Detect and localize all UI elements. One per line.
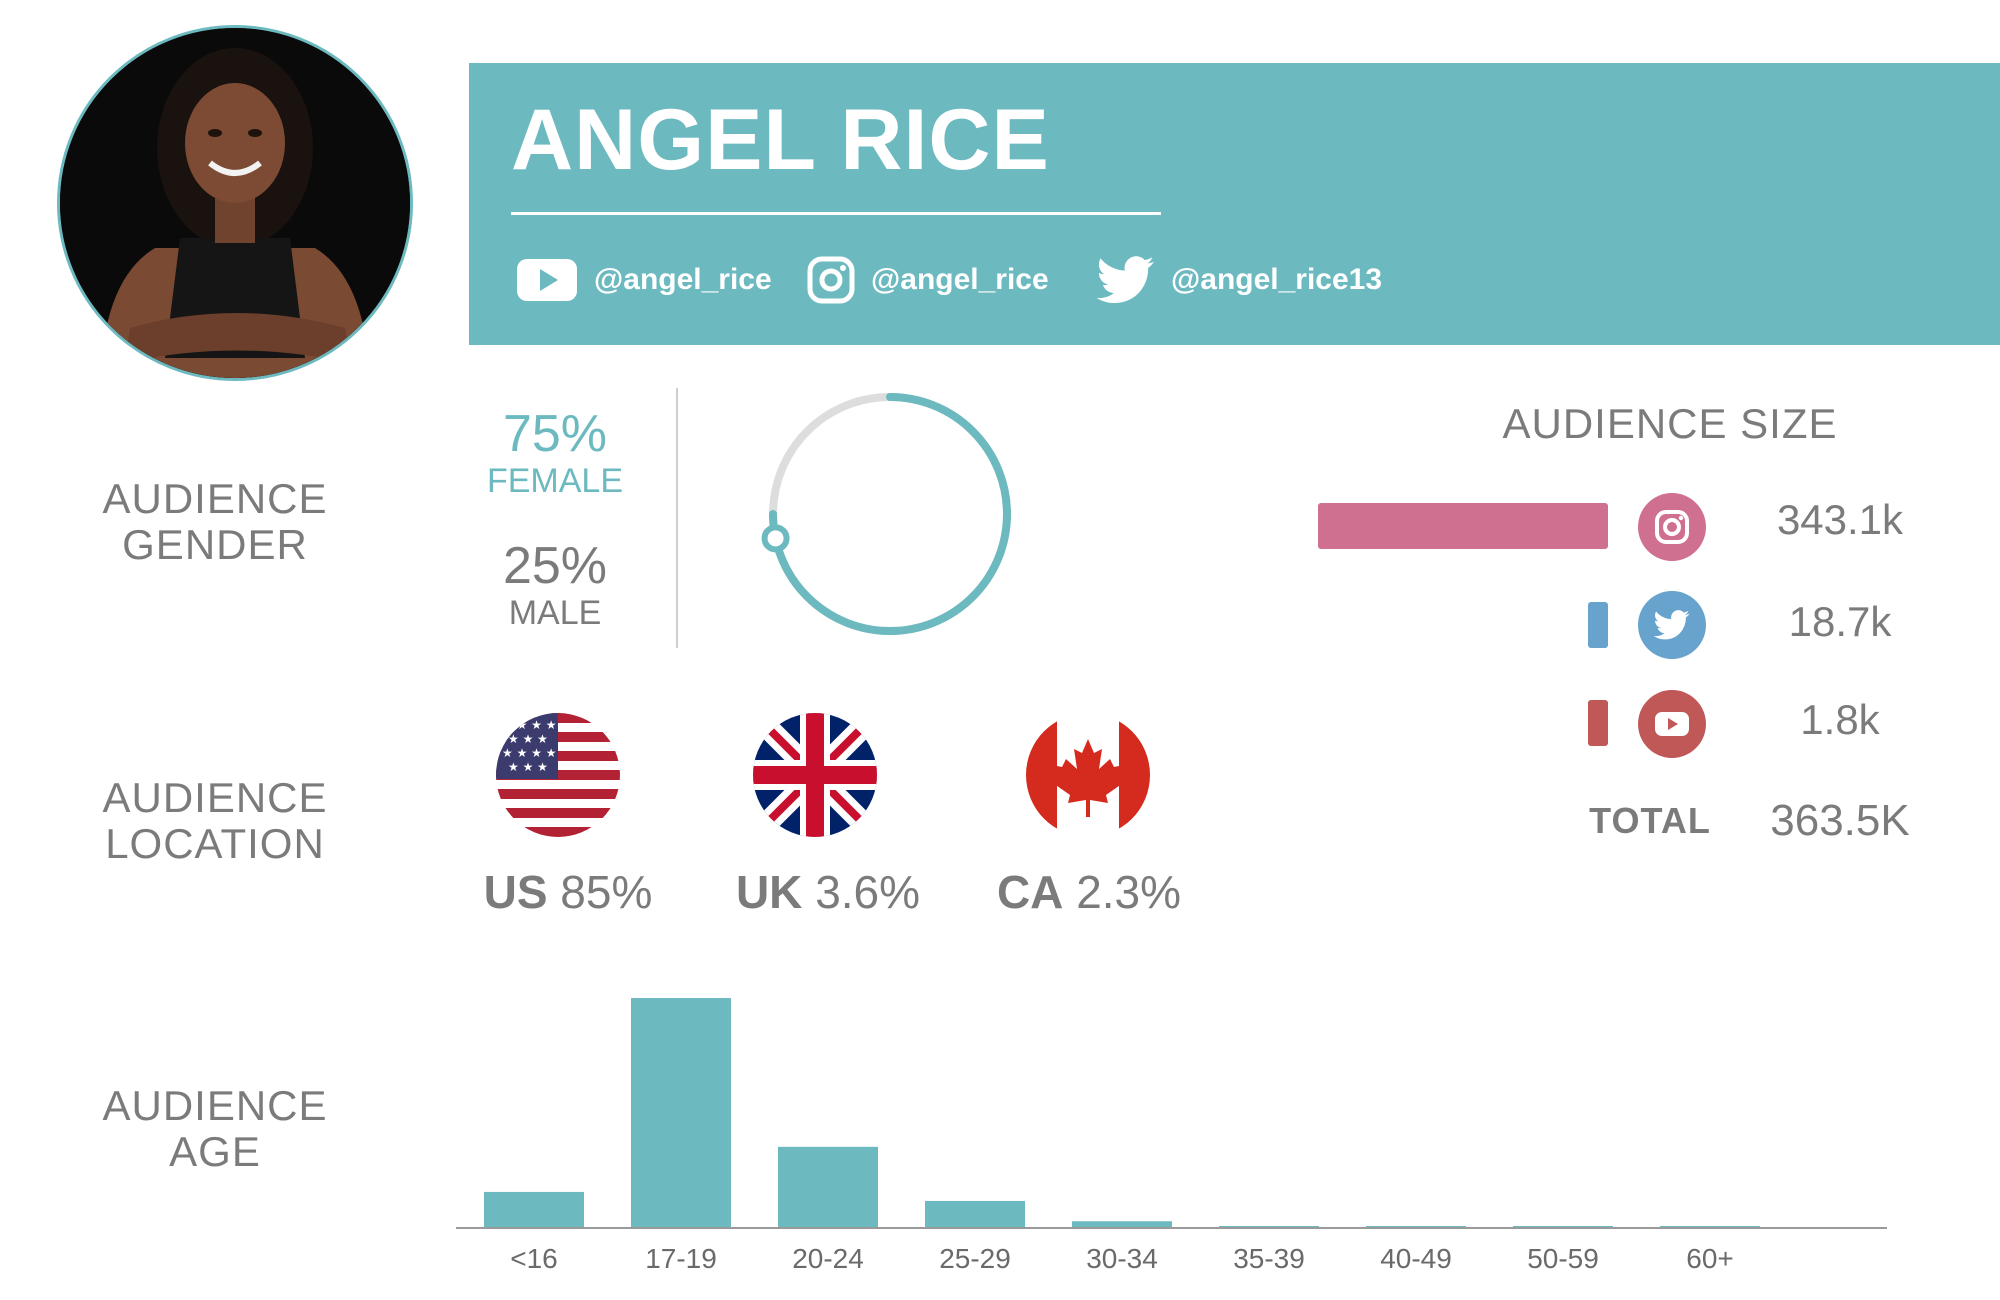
age-tick-label: 20-24 — [792, 1243, 864, 1274]
gender-label-line1: AUDIENCE — [102, 475, 328, 522]
twitter-icon — [1097, 256, 1155, 304]
donut-female-arc — [769, 393, 1011, 635]
gender-label-line2: GENDER — [122, 521, 308, 568]
female-label: FEMALE — [486, 462, 624, 500]
uk-flag-icon — [753, 713, 877, 837]
profile-name: ANGEL RICE — [511, 92, 1050, 188]
gender-donut-chart — [761, 393, 1011, 635]
age-tick-label: 30-34 — [1086, 1243, 1158, 1274]
audience-gender-label: AUDIENCE GENDER — [60, 476, 370, 568]
location-us-pct: 85% — [560, 866, 653, 918]
age-tick-label: 35-39 — [1233, 1243, 1305, 1274]
location-uk-code: UK — [735, 866, 803, 918]
age-label-line2: AGE — [169, 1128, 261, 1175]
instagram-size-bar — [1318, 503, 1608, 549]
age-bar-25-29 — [925, 1200, 1025, 1228]
name-divider — [511, 212, 1161, 215]
svg-text:★ ★ ★: ★ ★ ★ — [508, 732, 548, 746]
handle-youtube[interactable]: @angel_rice — [516, 255, 772, 305]
age-tick-label: 50-59 — [1527, 1243, 1599, 1274]
svg-text:★ ★ ★: ★ ★ ★ — [508, 760, 548, 774]
location-ca: CA 2.3% — [989, 865, 1189, 919]
age-tick-label: 17-19 — [645, 1243, 717, 1274]
instagram-size-value: 343.1k — [1776, 496, 1904, 543]
svg-text:★ ★ ★ ★: ★ ★ ★ ★ — [502, 746, 556, 760]
location-us: US 85% — [468, 865, 668, 919]
youtube-handle-text: @angel_rice — [594, 263, 772, 296]
male-label: MALE — [508, 594, 602, 632]
age-bar-17-19 — [631, 998, 731, 1228]
location-ca-code: CA — [996, 866, 1064, 918]
audience-location-label: AUDIENCE LOCATION — [60, 775, 370, 867]
total-value: 363.5K — [1770, 796, 1910, 845]
us-flag-icon: ★ ★ ★ ★ ★ ★ ★ ★ ★ ★ ★ ★ ★ ★ — [496, 713, 620, 837]
age-bar-30-34 — [1072, 1221, 1172, 1228]
twitter-size-value: 18.7k — [1788, 598, 1892, 645]
total-label: TOTAL — [1589, 800, 1711, 841]
age-tick-label: <16 — [510, 1243, 558, 1274]
location-label-line2: LOCATION — [105, 820, 325, 867]
audience-age-chart: <16 17-19 20-24 25-29 30-34 35-39 40-49 50-59 60… — [456, 998, 1887, 1274]
profile-header: ANGEL RICE @angel_rice @angel_rice @ange… — [469, 63, 2000, 345]
svg-text:★ ★ ★ ★: ★ ★ ★ ★ — [502, 718, 556, 732]
audience-size-title: AUDIENCE SIZE — [1502, 400, 1838, 447]
male-value: 25% — [502, 537, 608, 595]
male-stat: 25% MALE — [455, 538, 655, 632]
instagram-icon — [807, 256, 855, 304]
handle-twitter[interactable]: @angel_rice13 — [1097, 255, 1382, 305]
female-value: 75% — [502, 405, 608, 463]
youtube-size-bar — [1588, 700, 1608, 746]
age-label-line1: AUDIENCE — [102, 1082, 328, 1129]
age-bar--16 — [484, 1191, 584, 1228]
location-ca-pct: 2.3% — [1076, 866, 1182, 918]
youtube-icon — [516, 257, 578, 303]
twitter-handle-text: @angel_rice13 — [1171, 263, 1383, 296]
audience-age-label: AUDIENCE AGE — [60, 1083, 370, 1175]
youtube-size-value: 1.8k — [1800, 696, 1880, 743]
location-us-code: US — [483, 866, 548, 918]
youtube-icon — [1638, 690, 1706, 758]
location-uk: UK 3.6% — [728, 865, 928, 919]
location-uk-pct: 3.6% — [815, 866, 921, 918]
canada-flag-icon — [1026, 713, 1150, 837]
twitter-size-bar — [1588, 602, 1608, 648]
profile-avatar — [57, 25, 413, 381]
age-tick-label: 60+ — [1686, 1243, 1734, 1274]
age-tick-label: 40-49 — [1380, 1243, 1452, 1274]
age-tick-label: 25-29 — [939, 1243, 1011, 1274]
location-label-line1: AUDIENCE — [102, 774, 328, 821]
age-bar-20-24 — [778, 1146, 878, 1228]
female-stat: 75% FEMALE — [455, 406, 655, 500]
gender-divider — [676, 388, 678, 648]
donut-end-marker — [761, 524, 790, 553]
instagram-icon — [1638, 493, 1706, 561]
twitter-icon — [1638, 591, 1706, 659]
instagram-handle-text: @angel_rice — [871, 263, 1049, 296]
handle-instagram[interactable]: @angel_rice — [807, 255, 1049, 305]
